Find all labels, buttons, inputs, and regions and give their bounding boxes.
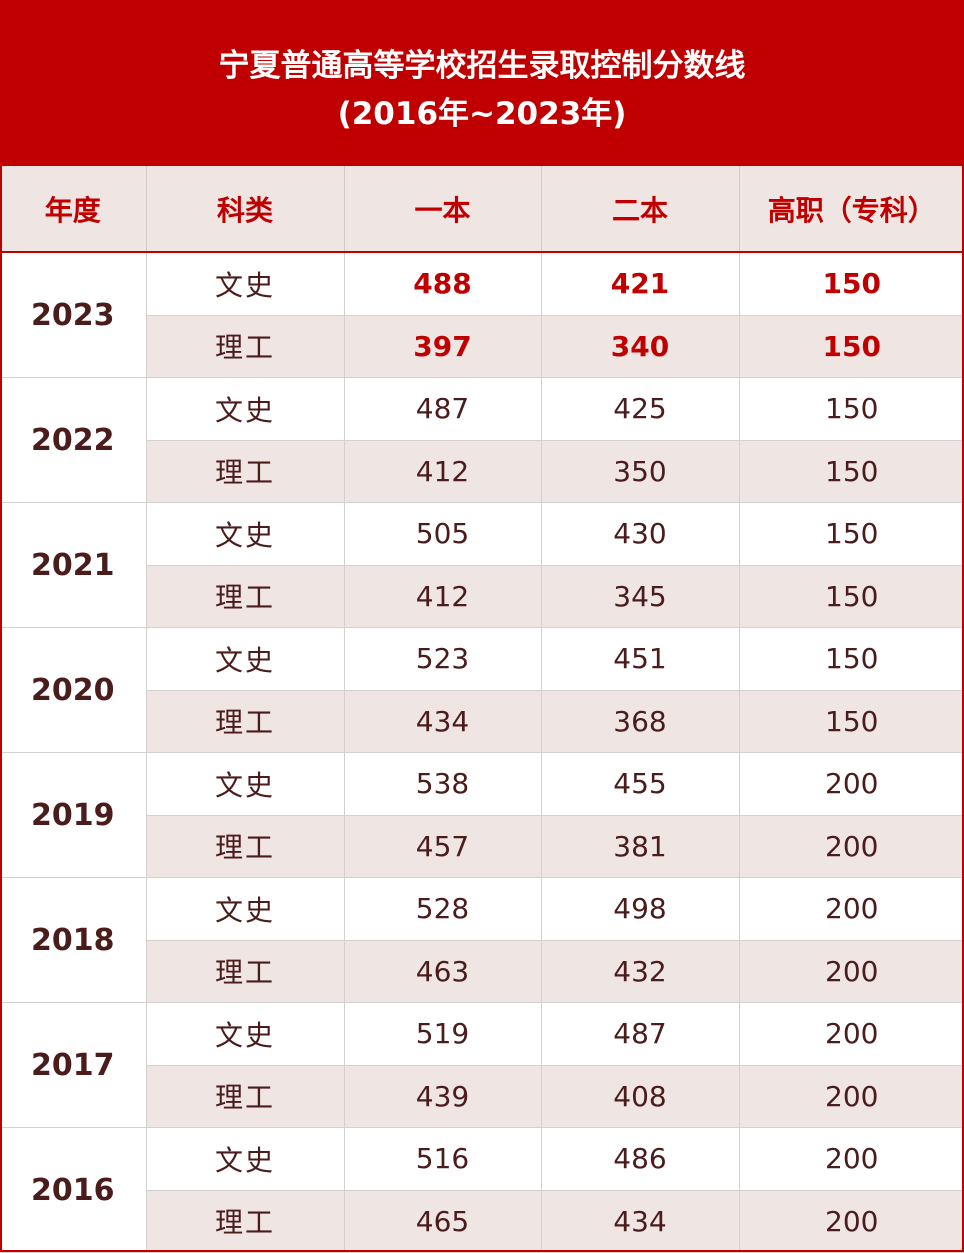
tier1-score-cell: 412	[344, 565, 542, 628]
vocational-score-cell: 200	[739, 940, 964, 1003]
category-cell: 文史	[146, 877, 345, 941]
tier2-score-cell: 498	[541, 877, 740, 941]
table-row: 理工 412 345 150	[0, 565, 964, 628]
category-cell: 文史	[146, 1127, 345, 1191]
column-header-category: 科类	[146, 166, 345, 253]
vocational-score-cell: 200	[739, 752, 964, 816]
tier1-score-cell: 538	[344, 752, 542, 816]
tier1-score-cell: 457	[344, 815, 542, 878]
title-banner: 宁夏普通高等学校招生录取控制分数线 (2016年~2023年)	[0, 0, 964, 166]
category-cell: 理工	[146, 1190, 345, 1253]
category-cell: 理工	[146, 940, 345, 1003]
vocational-score-cell: 200	[739, 1127, 964, 1191]
tier1-score-cell: 505	[344, 502, 542, 566]
tier1-score-cell: 397	[344, 315, 542, 378]
tier2-score-cell: 381	[541, 815, 740, 878]
tier2-score-cell: 340	[541, 315, 740, 378]
tier2-score-cell: 432	[541, 940, 740, 1003]
category-cell: 文史	[146, 502, 345, 566]
vocational-score-cell: 200	[739, 1002, 964, 1066]
table-row: 2021 文史 505 430 150	[0, 502, 964, 628]
column-header-year: 年度	[0, 166, 147, 253]
tier2-score-cell: 430	[541, 502, 740, 566]
page-subtitle: (2016年~2023年)	[337, 96, 627, 132]
tier1-score-cell: 439	[344, 1065, 542, 1128]
category-cell: 文史	[146, 377, 345, 441]
tier2-score-cell: 421	[541, 252, 740, 316]
score-table: 年度 科类 一本 二本 高职（专科） 2023 文史 488 421 150 理工 397 3…	[0, 166, 964, 1253]
tier1-score-cell: 488	[344, 252, 542, 316]
year-cell: 2016	[0, 1127, 147, 1253]
table-frame	[0, 166, 964, 1252]
tier1-score-cell: 463	[344, 940, 542, 1003]
vocational-score-cell: 150	[739, 502, 964, 566]
page-title: 宁夏普通高等学校招生录取控制分数线	[218, 48, 746, 84]
table-row: 理工 465 434 200	[0, 1190, 964, 1253]
table-row: 2018 文史 528 498 200	[0, 877, 964, 1003]
tier2-score-cell: 425	[541, 377, 740, 441]
table-row: 理工 397 340 150	[0, 315, 964, 378]
column-header-vocational: 高职（专科）	[739, 166, 964, 253]
tier2-score-cell: 368	[541, 690, 740, 753]
tier1-score-cell: 516	[344, 1127, 542, 1191]
vocational-score-cell: 200	[739, 877, 964, 941]
tier2-score-cell: 434	[541, 1190, 740, 1253]
table-header-row: 年度 科类 一本 二本 高职（专科）	[0, 166, 964, 253]
category-cell: 文史	[146, 752, 345, 816]
tier1-score-cell: 528	[344, 877, 542, 941]
vocational-score-cell: 150	[739, 377, 964, 441]
table-row: 理工 434 368 150	[0, 690, 964, 753]
tier2-score-cell: 451	[541, 627, 740, 691]
category-cell: 理工	[146, 1065, 345, 1128]
vocational-score-cell: 150	[739, 627, 964, 691]
table-row: 2022 文史 487 425 150	[0, 377, 964, 503]
year-cell: 2021	[0, 502, 147, 628]
category-cell: 文史	[146, 1002, 345, 1066]
category-cell: 理工	[146, 315, 345, 378]
vocational-score-cell: 200	[739, 1190, 964, 1253]
category-cell: 文史	[146, 627, 345, 691]
year-cell: 2019	[0, 752, 147, 878]
column-header-tier2: 二本	[541, 166, 740, 253]
vocational-score-cell: 200	[739, 1065, 964, 1128]
tier1-score-cell: 519	[344, 1002, 542, 1066]
vocational-score-cell: 200	[739, 815, 964, 878]
tier2-score-cell: 345	[541, 565, 740, 628]
year-cell: 2022	[0, 377, 147, 503]
vocational-score-cell: 150	[739, 315, 964, 378]
table-row: 2016 文史 516 486 200	[0, 1127, 964, 1253]
tier2-score-cell: 486	[541, 1127, 740, 1191]
category-cell: 理工	[146, 440, 345, 503]
table-row: 2019 文史 538 455 200	[0, 752, 964, 878]
year-cell: 2020	[0, 627, 147, 753]
table-row: 2020 文史 523 451 150	[0, 627, 964, 753]
tier1-score-cell: 487	[344, 377, 542, 441]
column-header-tier1: 一本	[344, 166, 542, 253]
vocational-score-cell: 150	[739, 690, 964, 753]
table-row: 理工 439 408 200	[0, 1065, 964, 1128]
table-row: 理工 457 381 200	[0, 815, 964, 878]
table-row: 理工 463 432 200	[0, 940, 964, 1003]
tier1-score-cell: 465	[344, 1190, 542, 1253]
table-row: 2017 文史 519 487 200	[0, 1002, 964, 1128]
year-cell: 2017	[0, 1002, 147, 1128]
category-cell: 理工	[146, 815, 345, 878]
tier1-score-cell: 434	[344, 690, 542, 753]
table-row: 2023 文史 488 421 150	[0, 252, 964, 378]
category-cell: 理工	[146, 690, 345, 753]
year-cell: 2023	[0, 252, 147, 378]
tier2-score-cell: 455	[541, 752, 740, 816]
tier2-score-cell: 350	[541, 440, 740, 503]
table-row: 理工 412 350 150	[0, 440, 964, 503]
vocational-score-cell: 150	[739, 565, 964, 628]
tier1-score-cell: 523	[344, 627, 542, 691]
tier2-score-cell: 487	[541, 1002, 740, 1066]
vocational-score-cell: 150	[739, 252, 964, 316]
category-cell: 理工	[146, 565, 345, 628]
category-cell: 文史	[146, 252, 345, 316]
year-cell: 2018	[0, 877, 147, 1003]
tier1-score-cell: 412	[344, 440, 542, 503]
tier2-score-cell: 408	[541, 1065, 740, 1128]
vocational-score-cell: 150	[739, 440, 964, 503]
